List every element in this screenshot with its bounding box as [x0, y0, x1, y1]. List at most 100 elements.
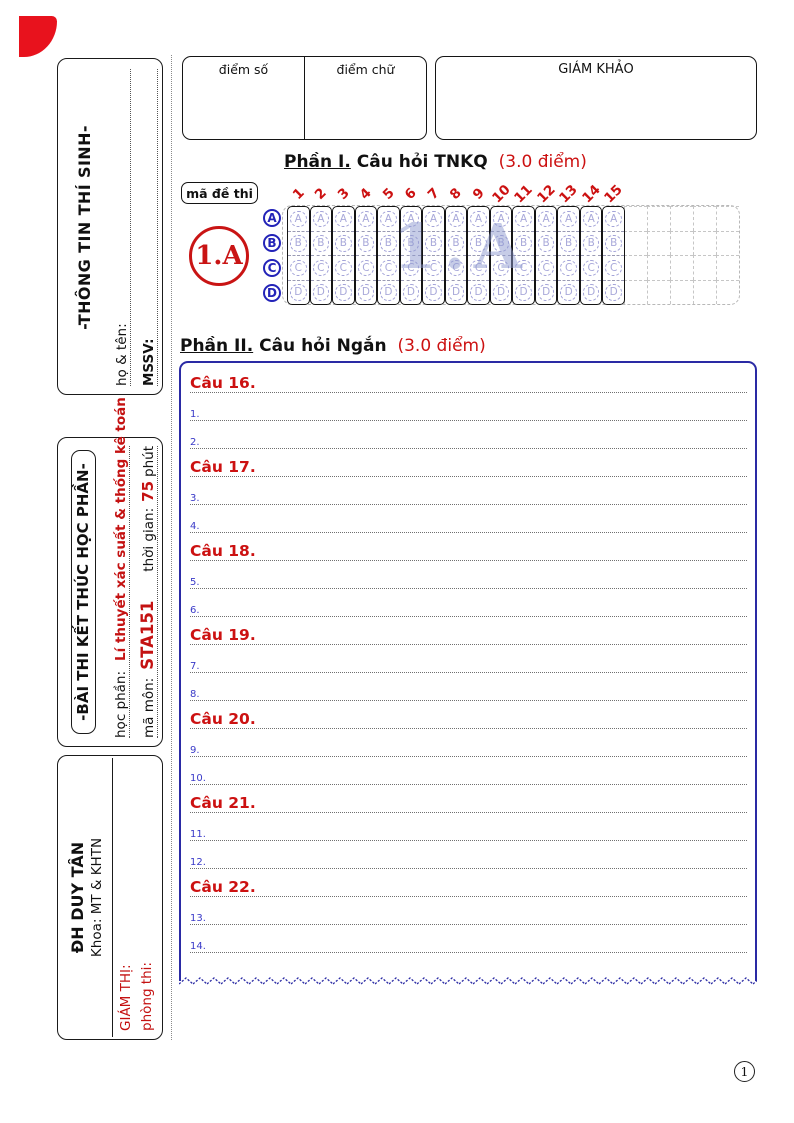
- answer-bubble-8B[interactable]: B: [447, 235, 465, 252]
- question-label: Câu 16.: [190, 374, 256, 392]
- answer-bubble-5C[interactable]: C: [380, 259, 397, 276]
- line-number: 7.: [190, 661, 200, 672]
- empty-cell: [693, 279, 716, 304]
- answer-bubble-9B[interactable]: B: [470, 235, 487, 252]
- page-number-value: 1: [740, 1064, 749, 1079]
- answer-bubble-8C[interactable]: C: [447, 259, 465, 276]
- question-number: 13: [556, 181, 581, 207]
- answer-bubble-6A[interactable]: A: [402, 210, 420, 227]
- answer-bubble-13A[interactable]: A: [560, 210, 577, 227]
- bubble-cell: B: [400, 232, 422, 256]
- empty-cell: [693, 230, 716, 255]
- answer-bubble-5B[interactable]: B: [380, 235, 397, 252]
- bubble-cell: C: [378, 256, 399, 281]
- answer-bubble-7D[interactable]: D: [425, 284, 442, 301]
- answer-bubble-12C[interactable]: C: [537, 259, 555, 276]
- answer-bubble-4D[interactable]: D: [357, 284, 375, 301]
- answer-bubble-1C[interactable]: C: [290, 259, 307, 276]
- answer-bubble-14D[interactable]: D: [582, 284, 600, 301]
- answer-bubble-5A[interactable]: A: [380, 210, 397, 227]
- empty-cell: [670, 279, 693, 304]
- answer-bubble-13C[interactable]: C: [560, 259, 577, 276]
- bubble-cell: B: [445, 232, 467, 256]
- answer-bubble-4B[interactable]: B: [357, 235, 375, 252]
- answer-bubble-10D[interactable]: D: [492, 284, 510, 301]
- name-label: họ & tên:: [114, 323, 130, 386]
- answer-bubble-3D[interactable]: D: [335, 284, 352, 301]
- answer-bubble-7C[interactable]: C: [425, 259, 442, 276]
- answer-bubble-7A[interactable]: A: [425, 210, 442, 227]
- answer-bubble-10A[interactable]: A: [492, 210, 510, 227]
- answer-bubble-9A[interactable]: A: [470, 210, 487, 227]
- time-unit: phút: [141, 446, 157, 477]
- answer-bubble-12A[interactable]: A: [537, 210, 555, 227]
- answer-bubble-2B[interactable]: B: [312, 235, 330, 252]
- answer-bubble-3C[interactable]: C: [335, 259, 352, 276]
- answer-bubble-11B[interactable]: B: [515, 235, 532, 252]
- part1-points: (3.0 điểm): [498, 152, 587, 172]
- answer-line-row: 10.: [190, 757, 747, 785]
- answer-bubble-11A[interactable]: A: [515, 210, 532, 227]
- answer-bubble-2D[interactable]: D: [312, 284, 330, 301]
- line-number: 11.: [190, 829, 206, 840]
- answer-bubble-8D[interactable]: D: [447, 284, 465, 301]
- question-numbers-row: 1 2 3 4 5 6 7 8 9 10 11 12 13 14 15: [287, 172, 626, 207]
- answer-bubble-14A[interactable]: A: [582, 210, 600, 227]
- wavy-bottom-edge: [179, 975, 757, 989]
- empty-cell: [647, 206, 670, 231]
- bubble-cell: D: [513, 281, 534, 305]
- answer-bubble-3B[interactable]: B: [335, 235, 352, 252]
- part2-heading: Phần II. Câu hỏi Ngắn (3.0 điểm): [180, 336, 486, 356]
- answer-bubble-15B[interactable]: B: [605, 235, 622, 252]
- answer-bubble-5D[interactable]: D: [380, 284, 397, 301]
- answer-bubble-10C[interactable]: C: [492, 259, 510, 276]
- answer-bubble-15C[interactable]: C: [605, 259, 622, 276]
- student-info-box: -THÔNG TIN THÍ SINH- họ & tên: MSSV:: [57, 58, 163, 395]
- answer-bubble-8A[interactable]: A: [447, 210, 465, 227]
- option-row-label-slot: C: [260, 256, 284, 281]
- empty-cell: [716, 230, 739, 255]
- answer-bubble-10B[interactable]: B: [492, 235, 510, 252]
- answer-bubble-1B[interactable]: B: [290, 235, 307, 252]
- answer-bubble-12B[interactable]: B: [537, 235, 555, 252]
- answer-bubble-4A[interactable]: A: [357, 210, 375, 227]
- exam-info-title: -BÀI THI KẾT THÚC HỌC PHẦN-: [71, 450, 96, 734]
- answer-bubble-13B[interactable]: B: [560, 235, 577, 252]
- answer-bubble-14C[interactable]: C: [582, 259, 600, 276]
- answer-bubble-2C[interactable]: C: [312, 259, 330, 276]
- answer-bubble-14B[interactable]: B: [582, 235, 600, 252]
- question-label: Câu 17.: [190, 458, 256, 476]
- answer-bubble-12D[interactable]: D: [537, 284, 555, 301]
- answer-bubble-9C[interactable]: C: [470, 259, 487, 276]
- answer-bubble-15D[interactable]: D: [605, 284, 622, 301]
- question-number: 6: [401, 185, 420, 203]
- answer-bubble-6D[interactable]: D: [402, 284, 420, 301]
- answer-bubble-6B[interactable]: B: [402, 235, 420, 252]
- answer-bubble-6C[interactable]: C: [402, 259, 420, 276]
- examiner-box: GIÁM KHẢO: [435, 56, 757, 140]
- answer-bubble-1D[interactable]: D: [290, 284, 307, 301]
- bubble-cell: D: [558, 281, 579, 305]
- answer-bubble-13D[interactable]: D: [560, 284, 577, 301]
- question-label: Câu 18.: [190, 542, 256, 560]
- answer-bubble-7B[interactable]: B: [425, 235, 442, 252]
- answer-bubble-3A[interactable]: A: [335, 210, 352, 227]
- answer-line-row: 11.: [190, 813, 747, 841]
- answer-line-row: 6.: [190, 589, 747, 617]
- answer-bubble-4C[interactable]: C: [357, 259, 375, 276]
- part2-points: (3.0 điểm): [397, 336, 486, 356]
- answer-bubble-9D[interactable]: D: [470, 284, 487, 301]
- answer-bubble-11C[interactable]: C: [515, 259, 532, 276]
- answer-bubble-2A[interactable]: A: [312, 210, 330, 227]
- question-label-row: Câu 16.: [190, 365, 747, 393]
- answer-bubble-15A[interactable]: A: [605, 210, 622, 227]
- bubble-cell: D: [446, 281, 467, 305]
- bubble-cell: D: [311, 281, 332, 305]
- answer-bubble-11D[interactable]: D: [515, 284, 532, 301]
- answer-bubble-1A[interactable]: A: [290, 210, 307, 227]
